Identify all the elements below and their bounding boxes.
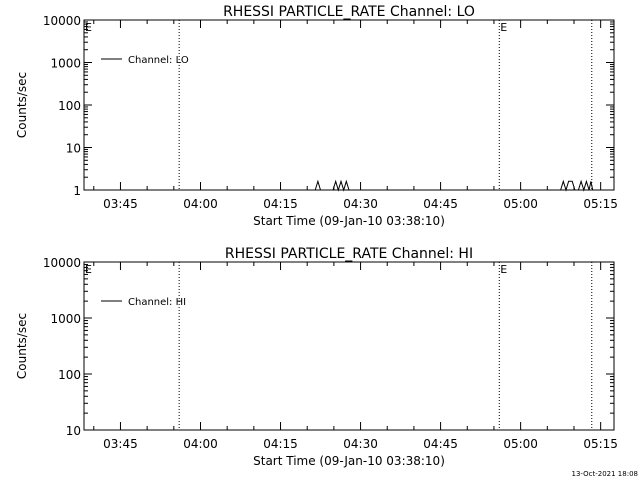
- footer-timestamp: 13-Oct-2021 18:08: [572, 470, 638, 478]
- corner-label: E: [85, 21, 92, 34]
- chart-title: RHESSI PARTICLE_RATE Channel: LO: [223, 4, 475, 20]
- x-tick-label: 04:15: [263, 437, 298, 451]
- y-tick-label: 10000: [43, 256, 81, 270]
- x-tick-label: 04:15: [263, 197, 298, 211]
- x-tick-label: 05:00: [503, 437, 538, 451]
- y-axis-label: Counts/sec: [15, 313, 29, 379]
- time-marker-label: E: [500, 21, 507, 34]
- x-axis-label: Start Time (09-Jan-10 03:38:10): [253, 214, 445, 228]
- chart-panels: RHESSI PARTICLE_RATE Channel: LO Start Ti…: [15, 4, 618, 468]
- x-tick-label: 04:45: [423, 437, 458, 451]
- y-tick-label: 10: [66, 424, 81, 438]
- x-tick-label: 04:00: [183, 197, 218, 211]
- x-tick-label: 04:30: [343, 197, 378, 211]
- x-axis-label: Start Time (09-Jan-10 03:38:10): [253, 454, 445, 468]
- plot-frame: [83, 19, 615, 191]
- y-tick-label: 100: [58, 99, 81, 113]
- corner-label: E: [85, 263, 92, 276]
- x-tick-label: 05:15: [583, 437, 618, 451]
- legend-entry: Channel: HI: [128, 297, 186, 308]
- x-tick-label: 03:45: [103, 197, 138, 211]
- x-tick-label: 04:00: [183, 437, 218, 451]
- x-tick-label: 04:45: [423, 197, 458, 211]
- legend-entry: Channel: LO: [128, 55, 189, 66]
- x-tick-label: 03:45: [103, 437, 138, 451]
- y-axis-label: Counts/sec: [15, 72, 29, 138]
- y-tick-label: 1000: [50, 312, 81, 326]
- x-tick-label: 05:00: [503, 197, 538, 211]
- y-tick-label: 1000: [50, 57, 81, 71]
- x-tick-label: 04:30: [343, 437, 378, 451]
- y-tick-label: 10000: [43, 14, 81, 28]
- y-tick-label: 100: [58, 368, 81, 382]
- time-marker-label: E: [500, 263, 507, 276]
- x-tick-label: 05:15: [583, 197, 618, 211]
- chart-panel: RHESSI PARTICLE_RATE Channel: LO Start Ti…: [15, 4, 618, 228]
- y-tick-label: 10: [66, 142, 81, 156]
- plot-frame: [83, 261, 615, 431]
- chart-title: RHESSI PARTICLE_RATE Channel: HI: [225, 246, 473, 262]
- chart-panel: RHESSI PARTICLE_RATE Channel: HI Start Ti…: [15, 246, 618, 468]
- y-tick-label: 1: [73, 184, 81, 198]
- series-line: [314, 179, 594, 192]
